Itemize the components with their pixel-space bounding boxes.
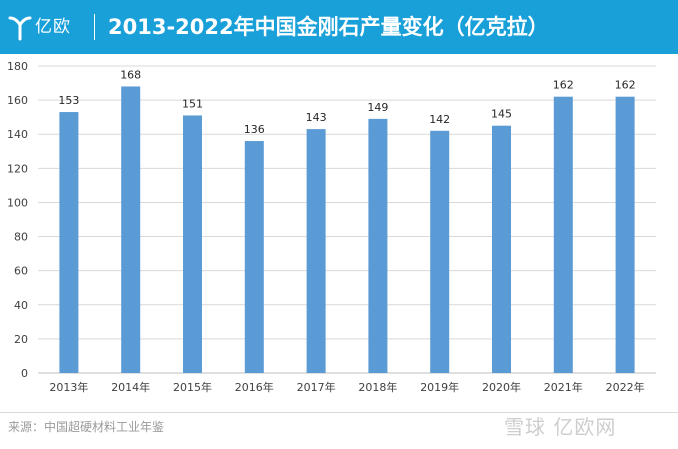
chart-area: 0 20 40 60 80 100 120 140 160 180 153 2013年 168 2014年… xyxy=(0,54,678,404)
y-tick-label: 120 xyxy=(7,162,28,175)
data-label: 136 xyxy=(244,123,265,136)
data-label: 168 xyxy=(120,68,141,81)
bar xyxy=(306,129,326,373)
x-tick-label: 2016年 xyxy=(235,380,274,394)
y-tick-label: 0 xyxy=(21,367,28,380)
header-divider xyxy=(94,14,95,40)
x-tick-label: 2020年 xyxy=(482,380,521,394)
y-tick-label: 140 xyxy=(7,128,28,141)
x-tick-label: 2017年 xyxy=(297,380,336,394)
yiou-logo-icon xyxy=(8,16,32,41)
watermark: 雪球 亿欧网 xyxy=(504,415,617,439)
data-label: 162 xyxy=(553,79,574,92)
bar xyxy=(59,112,79,374)
footer-divider xyxy=(0,412,678,413)
page-title: 2013-2022年中国金刚石产量变化（亿克拉） xyxy=(108,15,549,39)
bar xyxy=(615,96,635,373)
x-tick-label: 2021年 xyxy=(544,380,583,394)
logo-text: 亿欧 xyxy=(35,17,71,37)
x-tick-label: 2013年 xyxy=(49,380,88,394)
bar xyxy=(121,86,141,373)
bar xyxy=(368,118,388,373)
y-tick-label: 20 xyxy=(14,333,28,346)
bar xyxy=(553,96,573,373)
data-label: 149 xyxy=(367,101,388,114)
header-banner: 亿欧 2013-2022年中国金刚石产量变化（亿克拉） xyxy=(0,0,678,54)
bar xyxy=(430,130,450,373)
x-tick-label: 2015年 xyxy=(173,380,212,394)
x-tick-label: 2019年 xyxy=(420,380,459,394)
y-tick-label: 80 xyxy=(14,231,28,244)
data-label: 153 xyxy=(58,94,79,107)
y-tick-label: 100 xyxy=(7,196,28,209)
source-note: 来源：中国超硬材料工业年鉴 xyxy=(8,420,165,434)
data-label: 145 xyxy=(491,108,512,121)
data-label: 151 xyxy=(182,97,203,110)
bar-chart: 0 20 40 60 80 100 120 140 160 180 153 2013年 168 2014年… xyxy=(7,60,656,394)
bar xyxy=(492,125,511,373)
y-tick-label: 180 xyxy=(7,60,28,73)
data-label: 162 xyxy=(615,79,636,92)
y-tick-label: 160 xyxy=(7,94,28,107)
y-tick-label: 40 xyxy=(14,299,28,312)
bar xyxy=(183,115,202,373)
y-tick-label: 60 xyxy=(14,265,28,278)
x-tick-label: 2014年 xyxy=(111,380,150,394)
x-tick-label: 2018年 xyxy=(358,380,397,394)
data-label: 142 xyxy=(429,113,450,126)
data-label: 143 xyxy=(306,111,327,124)
x-tick-label: 2022年 xyxy=(606,380,645,394)
bar xyxy=(244,141,264,373)
